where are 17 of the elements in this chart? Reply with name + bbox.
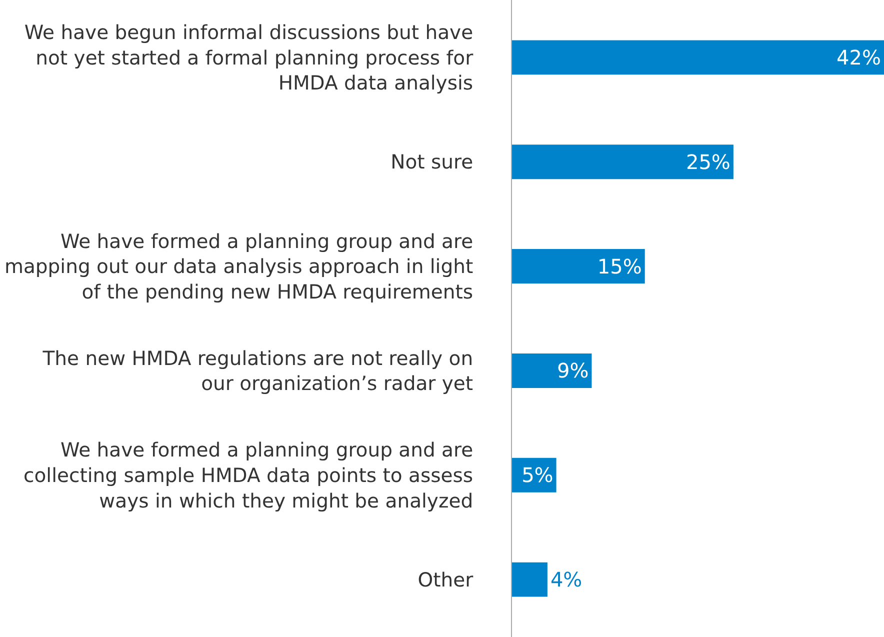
- data-label: 42%: [836, 45, 881, 70]
- y-tick-label: The new HMDA regulations are not really on our organization’s radar yet: [42, 346, 474, 396]
- y-tick-label: Other: [418, 568, 474, 592]
- bar: [512, 144, 734, 180]
- data-label: 15%: [597, 254, 642, 278]
- data-label: 9%: [556, 358, 589, 383]
- data-label: 5%: [522, 463, 554, 488]
- y-tick-label: Not sure: [390, 150, 474, 174]
- bar: [512, 249, 645, 284]
- y-tick-label: We have formed a planning group and are collecting sample HMDA data points to assess ways in which they might be analyzed: [24, 438, 474, 512]
- bar: [512, 562, 548, 597]
- y-tick-label: We have begun informal discussions but have not yet started a formal planning process for HMDA data analysis: [24, 20, 474, 95]
- data-label: 25%: [686, 150, 730, 174]
- bar: [512, 353, 592, 388]
- y-tick-label: We have formed a planning group and are mapping out our data analysis approach in light of the pending new HMDA requirements: [4, 230, 474, 304]
- bar: [512, 40, 884, 75]
- data-label: 4%: [550, 568, 582, 592]
